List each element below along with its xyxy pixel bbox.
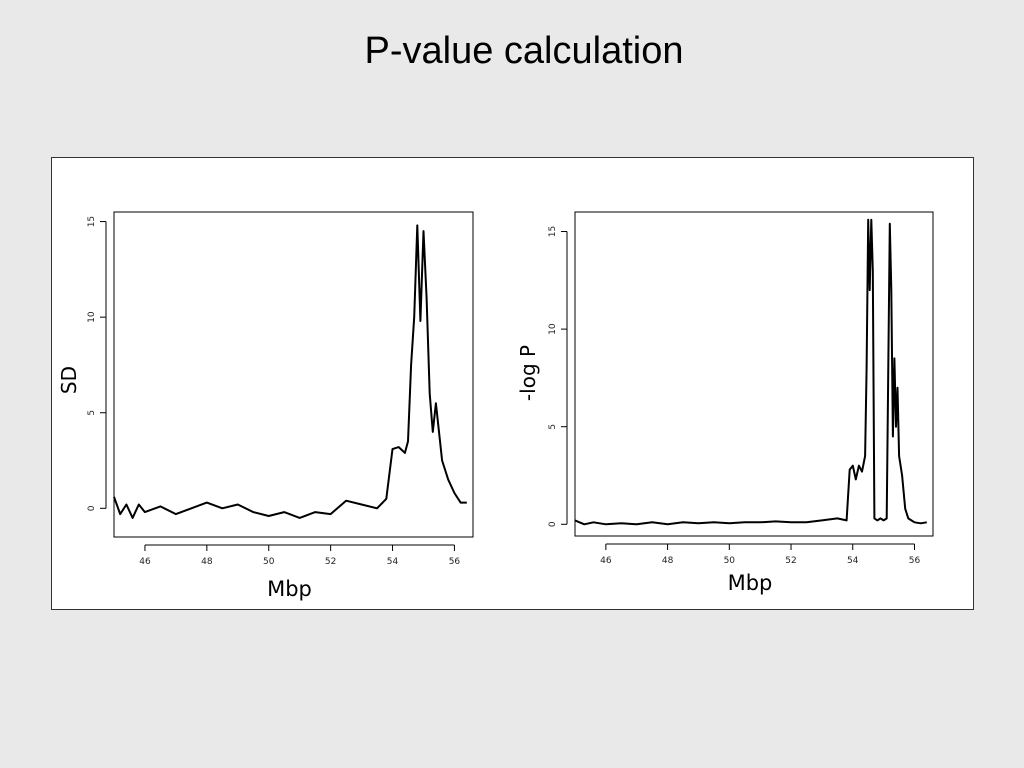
chart-2: 46 48 50 52 54 56 0 5 10 15 Mbp -log P [516,211,934,595]
y-tick-label: 5 [548,424,558,430]
plot-frame [574,211,934,537]
x-tick-label: 48 [662,556,674,566]
series-line-1 [574,218,927,526]
plot-frame [113,211,474,538]
x-tick-label: 48 [201,557,213,567]
y-tick-label: 15 [87,216,97,227]
x-tick-label: 52 [325,557,336,567]
x-axis-label: Mbp [267,577,312,601]
x-axis-label: Mbp [728,571,773,595]
x-tick-label: 50 [724,556,736,566]
slide-title: P-value calculation [364,30,684,72]
y-tick-label: 0 [548,521,558,527]
x-tick-label: 56 [449,557,461,567]
x-tick-label: 56 [909,556,921,566]
chart-1: 46 48 50 52 54 56 0 5 10 15 Mbp SD [57,211,474,601]
x-tick-label: 54 [847,556,859,566]
y-tick-label: 10 [548,323,558,335]
series-line-1 [113,224,467,519]
y-tick-label: 10 [87,311,97,323]
figure-panel: 46 48 50 52 54 56 0 5 10 15 Mbp SD 46 48 50 52 54 56 0 5 10 1… [51,157,974,610]
x-tick-label: 54 [387,557,399,567]
x-tick-label: 46 [139,557,151,567]
y-tick-label: 0 [87,505,97,511]
y-axis-label: SD [57,366,81,394]
x-tick-label: 52 [785,556,796,566]
y-tick-label: 5 [87,410,97,416]
x-tick-label: 46 [600,556,612,566]
y-axis-label: -log P [516,345,540,401]
y-tick-label: 15 [548,226,558,237]
x-tick-label: 50 [263,557,275,567]
charts-canvas: 46 48 50 52 54 56 0 5 10 15 Mbp SD 46 48 50 52 54 56 0 5 10 1… [57,211,934,601]
